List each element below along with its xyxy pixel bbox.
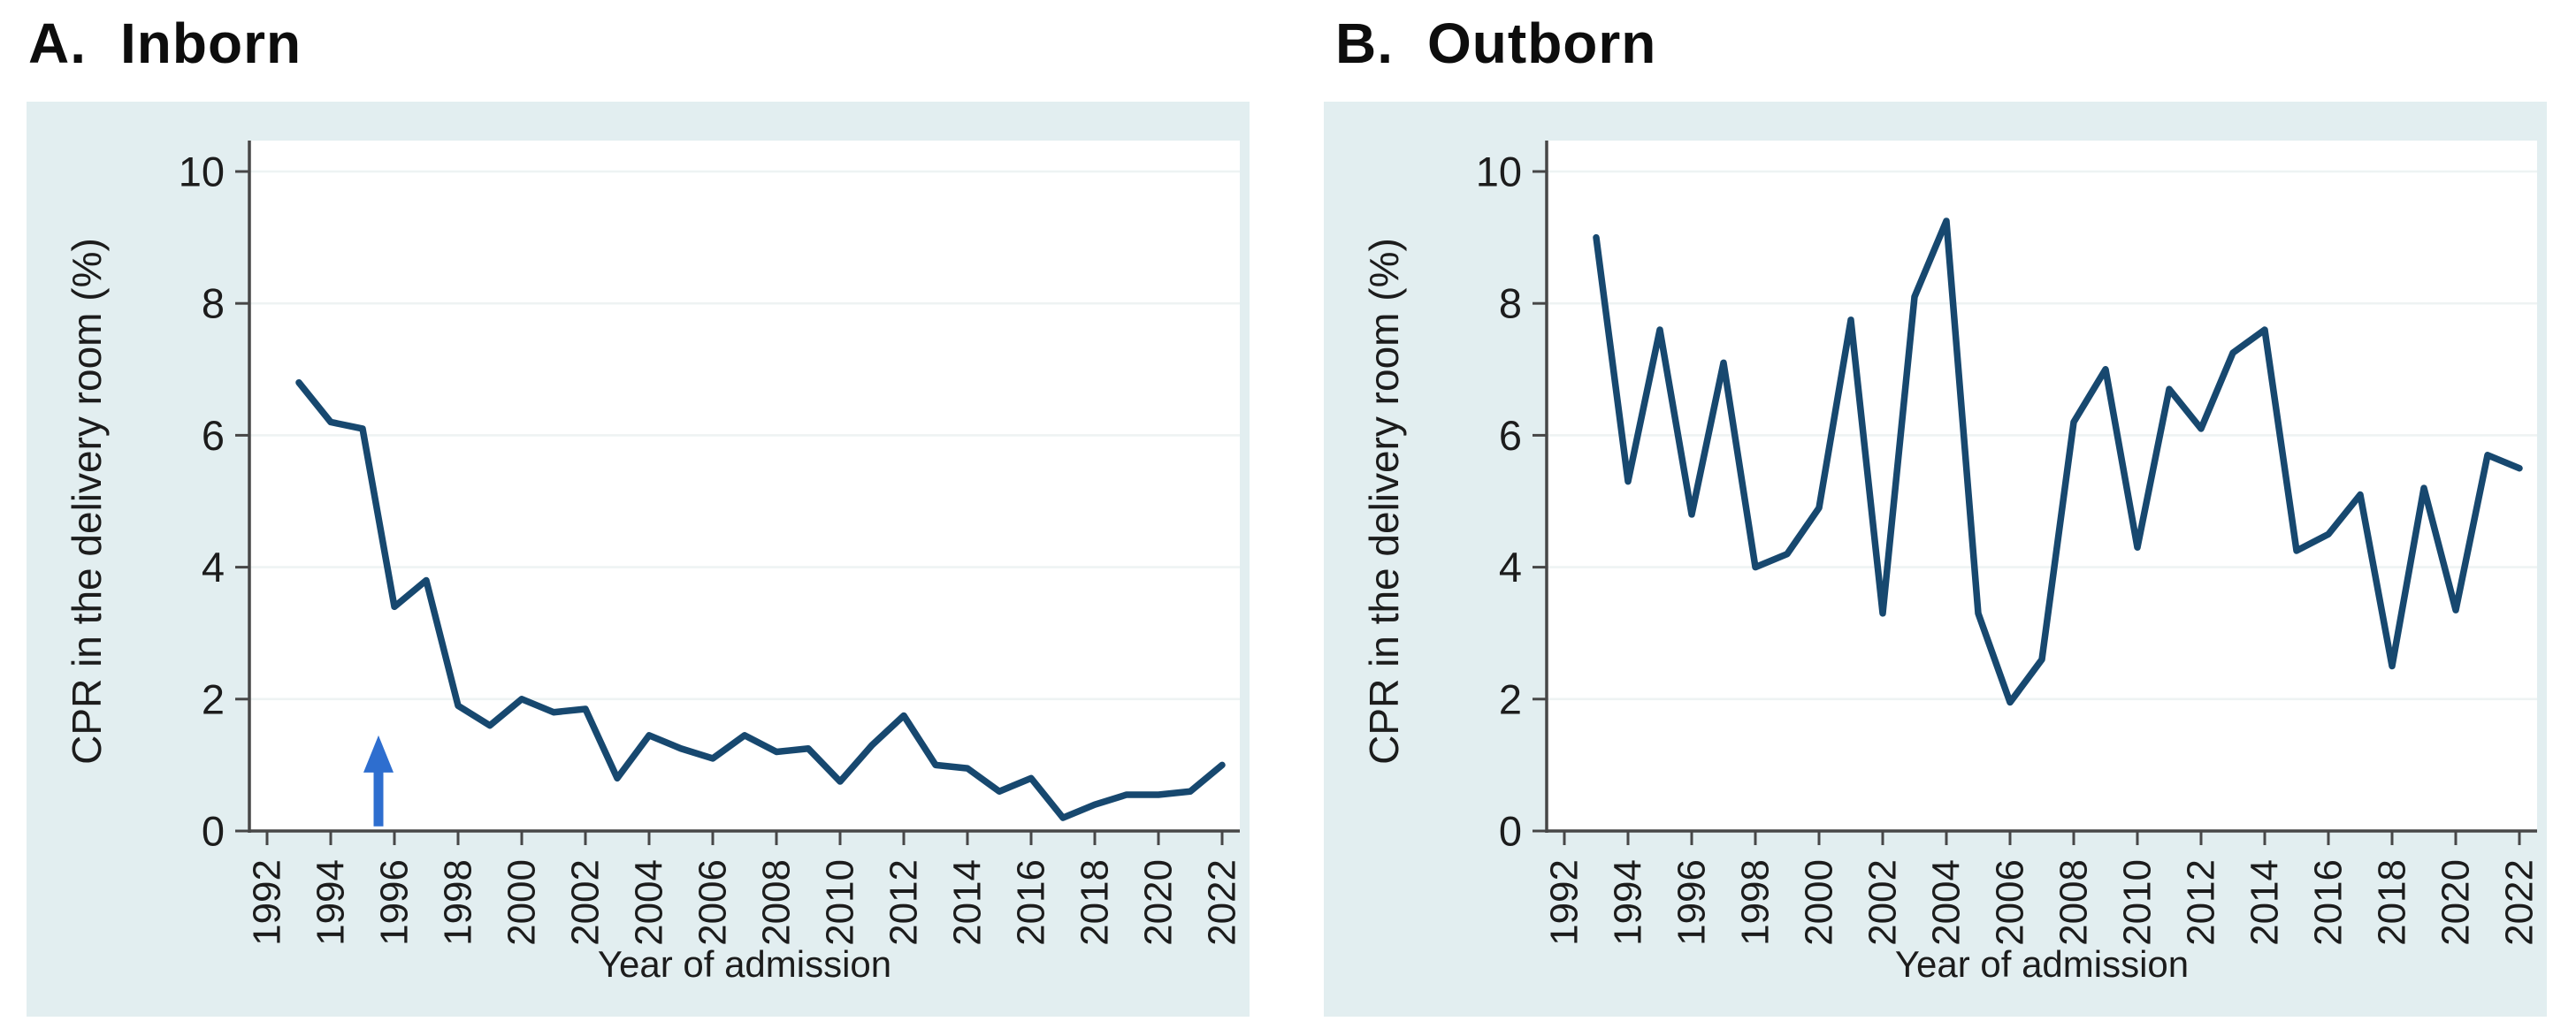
- x-tick-label: 2008: [2052, 859, 2096, 946]
- plot-area: [1547, 141, 2537, 831]
- y-tick-label: 8: [1499, 280, 1522, 327]
- series-line: [1593, 217, 2523, 706]
- chart-outborn: 0 2 4 6 8 10 1992 1994 1996 1998 2000 2002 2004 2006 2…: [1324, 102, 2547, 1017]
- x-tick-label: 2008: [755, 859, 799, 946]
- arrow-head-icon: [363, 735, 394, 773]
- panel-a-title-letter: A.: [28, 11, 87, 75]
- panel-a-title: A. Inborn: [28, 11, 302, 76]
- panel-outborn: 0 2 4 6 8 10 1992 1994 1996 1998 2000 2002 2004 2006 2…: [1324, 102, 2547, 1017]
- y-tick-label: 2: [202, 675, 225, 722]
- x-tick-label: 1996: [373, 859, 417, 946]
- x-tick-label: 2014: [946, 859, 990, 946]
- x-tick-label: 2018: [2371, 859, 2414, 946]
- panel-b-title-letter: B.: [1335, 11, 1394, 75]
- x-axis-title: Year of admission: [1895, 943, 2189, 985]
- y-tick-label: 10: [179, 149, 225, 195]
- panel-inborn: 0 2 4 6 8 10 1992 1994 1996 1998 2000 2002 2004 2006 2…: [27, 102, 1250, 1017]
- x-tick-label: 2010: [819, 859, 862, 946]
- x-tick-label: 1994: [310, 859, 353, 946]
- x-tick-label: 2006: [692, 859, 735, 946]
- x-tick-label: 2002: [1861, 859, 1905, 946]
- x-tick-label: 2010: [2116, 859, 2159, 946]
- x-tick-label: 2012: [883, 859, 926, 946]
- y-tick-label: 2: [1499, 675, 1522, 722]
- panel-b-title-text: Outborn: [1427, 11, 1657, 75]
- x-tick-label: 2002: [564, 859, 608, 946]
- x-tick-label: 2004: [628, 859, 671, 946]
- panel-a-title-text: Inborn: [120, 11, 302, 75]
- x-tick-label: 2004: [1925, 859, 1968, 946]
- x-tick-label: 2022: [2498, 859, 2542, 946]
- x-tick-label: 1992: [246, 859, 289, 946]
- panel-b-title: B. Outborn: [1335, 11, 1656, 76]
- y-tick-label: 6: [1499, 412, 1522, 459]
- series-line: [295, 378, 1226, 821]
- x-tick-label: 2018: [1074, 859, 1117, 946]
- x-tick-label: 1996: [1670, 859, 1714, 946]
- y-tick-label: 8: [202, 280, 225, 327]
- chart-inborn: 0 2 4 6 8 10 1992 1994 1996 1998 2000 2002 2004 2006 2…: [27, 102, 1250, 1017]
- y-tick-label: 6: [202, 412, 225, 459]
- x-tick-label: 2012: [2180, 859, 2223, 946]
- y-tick-label: 0: [1499, 808, 1522, 855]
- x-tick-label: 1994: [1607, 859, 1650, 946]
- y-tick-label: 4: [202, 544, 225, 591]
- plot-area: [249, 141, 1240, 831]
- x-tick-label: 2000: [1798, 859, 1841, 946]
- x-tick-label: 2014: [2243, 859, 2287, 946]
- y-tick-label: 0: [202, 808, 225, 855]
- x-tick-label: 2022: [1201, 859, 1244, 946]
- x-tick-label: 2020: [2435, 859, 2478, 946]
- x-tick-label: 2020: [1137, 859, 1181, 946]
- x-tick-label: 2000: [501, 859, 544, 946]
- x-tick-label: 1998: [437, 859, 480, 946]
- x-tick-label: 1992: [1543, 859, 1586, 946]
- y-axis-title: CPR in the delivery room (%): [1361, 238, 1407, 765]
- y-axis-title: CPR in the delivery room (%): [64, 238, 110, 765]
- x-tick-label: 2016: [1010, 859, 1053, 946]
- x-tick-label: 2006: [1989, 859, 2032, 946]
- y-tick-label: 10: [1476, 149, 1522, 195]
- x-tick-label: 1998: [1734, 859, 1777, 946]
- x-axis-title: Year of admission: [598, 943, 891, 985]
- x-tick-label: 2016: [2307, 859, 2351, 946]
- y-tick-label: 4: [1499, 544, 1522, 591]
